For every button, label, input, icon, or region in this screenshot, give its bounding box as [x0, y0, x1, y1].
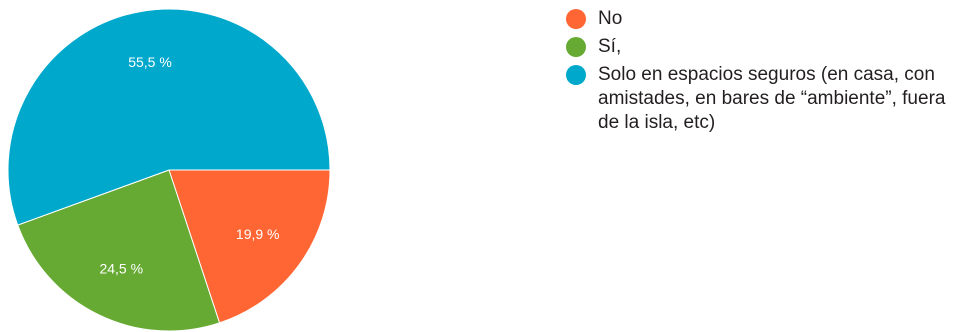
pie-slice-label-solo-espacios-seguros: 55,5 %	[128, 54, 172, 70]
pie-slice-label-no: 19,9 %	[236, 226, 280, 242]
legend-label-solo-espacios-seguros: Solo en espacios seguros (en casa, con a…	[598, 64, 946, 133]
legend-swatch-no	[566, 9, 586, 29]
legend-item-si: Sí,	[566, 35, 961, 59]
pie-slice-si	[17, 169, 221, 332]
legend-swatch-si	[566, 37, 586, 57]
pie-slice-solo-espacios-seguros	[7, 8, 331, 226]
legend: No Sí, Solo en espacios seguros (en casa…	[566, 7, 961, 139]
legend-swatch-solo-espacios-seguros	[566, 65, 586, 85]
legend-item-no: No	[566, 7, 961, 31]
pie-slice-label-si: 24,5 %	[99, 261, 143, 277]
legend-label-no: No	[598, 8, 623, 29]
legend-label-si: Sí,	[598, 36, 622, 57]
pie-slice-no	[168, 169, 331, 324]
legend-item-solo-espacios-seguros: Solo en espacios seguros (en casa, con a…	[566, 63, 961, 135]
